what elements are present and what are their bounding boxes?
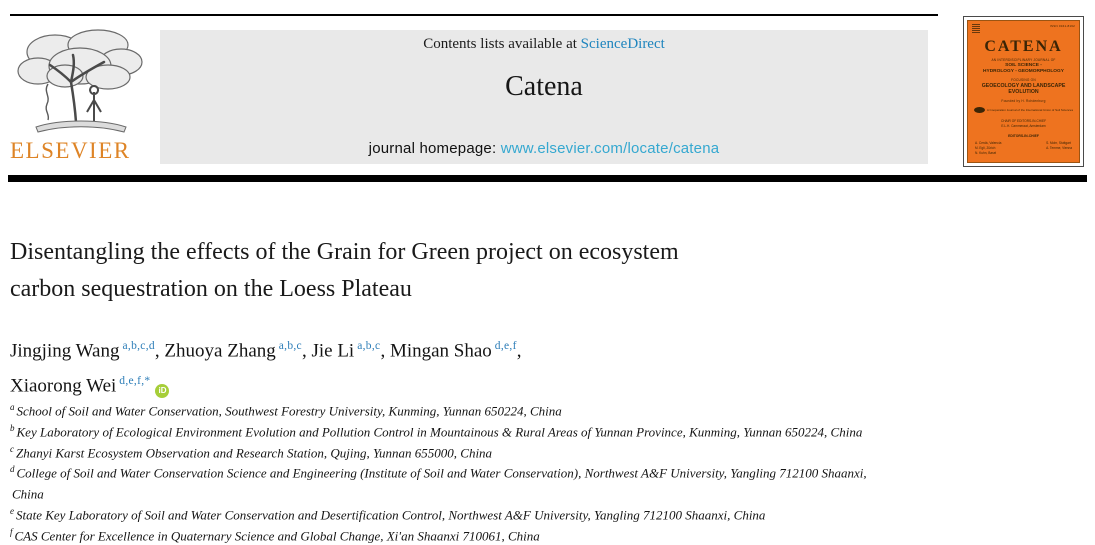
affiliation-row: b Key Laboratory of Ecological Environmen… <box>10 422 863 440</box>
cover-tagline-line2: HYDROLOGY - GEOMORPHOLOGY <box>983 69 1064 75</box>
article-title: Disentangling the effects of the Grain f… <box>10 234 679 308</box>
author-name: Xiaorong Wei <box>10 375 117 397</box>
masthead-bottom-rule <box>8 175 1087 182</box>
author-line-2: Xiaorong Wei d,e,f,* iD <box>10 366 521 401</box>
cover-editors-right: S. Mohr, Stuttgart A. Temme, Vienna <box>1046 141 1072 151</box>
affiliation-list: a School of Soil and Water Conservation, … <box>10 399 1088 545</box>
author-affiliation-sup: a,b,c <box>357 340 381 352</box>
elsevier-wordmark: ELSEVIER <box>10 138 131 163</box>
cover-tagline-line1: SOIL SCIENCE - <box>1005 63 1042 68</box>
affiliation-row: d College of Soil and Water Conservation … <box>10 464 867 481</box>
contents-line: Contents lists available at ScienceDirec… <box>160 36 928 53</box>
author-affiliation-sup: d,e,f <box>494 340 517 352</box>
affiliation-row: a School of Soil and Water Conservation, … <box>10 402 562 419</box>
author-affiliation-sup: d,e,f,* <box>119 375 151 388</box>
homepage-line: journal homepage: www.elsevier.com/locat… <box>160 140 928 157</box>
author-name: Mingan Shao <box>389 340 492 362</box>
author-affiliation-sup: a,b,c <box>278 340 302 352</box>
article-title-line1: Disentangling the effects of the Grain f… <box>10 239 679 265</box>
cover-cooperation-line: A Cooperation Journal of the Internation… <box>986 108 1074 113</box>
homepage-prefix: journal homepage: <box>368 140 501 157</box>
article-title-line2: carbon sequestration on the Loess Platea… <box>10 276 412 302</box>
cover-editors-label: EDITORS-IN-CHIEF <box>1008 134 1039 139</box>
elsevier-tree-icon <box>17 29 143 133</box>
affiliation-row: c Zhanyi Karst Ecosystem Observation and … <box>10 443 493 460</box>
cover-title: CATENA <box>984 38 1063 55</box>
cover-stamp-icon <box>972 24 980 34</box>
author-affiliation-sup: a,b,c,d <box>122 340 155 352</box>
homepage-url-link[interactable]: www.elsevier.com/locate/catena <box>500 140 720 157</box>
journal-cover-inner: ISSN 0341-8162 CATENA AN INTERDISCIPLINA… <box>967 20 1080 163</box>
cover-editors-left: A. Cerdà, Valencia M. Egli, Zürich N. Ku… <box>975 141 1002 156</box>
affiliation-row: e State Key Laboratory of Soil and Water … <box>10 506 766 523</box>
cover-chair-label: CHAIR OF EDITORS-IN-CHIEF <box>1000 119 1047 124</box>
cover-chair-name: E.L.H. Cammeraat, Amsterdam <box>1001 124 1046 129</box>
cover-society-logo-icon <box>973 107 985 114</box>
top-divider-rule <box>10 14 938 16</box>
cover-founded-line: Founded by H. Rohdenburg <box>1001 99 1046 104</box>
author-name: Zhuoya Zhang <box>164 340 276 362</box>
journal-title: Catena <box>505 71 583 102</box>
contents-prefix: Contents lists available at <box>423 36 581 52</box>
author-name: Jingjing Wang <box>10 340 120 362</box>
author-line-1: Jingjing Wang a,b,c,d, Zhuoya Zhang a,b,c,… <box>10 340 522 362</box>
journal-cover-thumbnail: ISSN 0341-8162 CATENA AN INTERDISCIPLINA… <box>963 16 1084 167</box>
affiliation-row: f CAS Center for Excellence in Quaternary… <box>10 526 540 544</box>
cover-tagline-focus: FOCUSING ON <box>1011 78 1036 83</box>
cover-tagline-small: AN INTERDISCIPLINARY JOURNAL OF <box>991 57 1056 62</box>
orcid-icon[interactable]: iD <box>155 383 170 398</box>
author-name: Jie Li <box>311 340 355 362</box>
author-list: Jingjing Wang a,b,c,d, Zhuoya Zhang a,b,c,… <box>10 331 521 402</box>
cover-tagline-line3: GEOECOLOGY AND LANDSCAPE EVOLUTION <box>981 83 1066 96</box>
masthead-box: Contents lists available at ScienceDirec… <box>160 30 928 164</box>
cover-issn: ISSN 0341-8162 <box>1050 24 1075 28</box>
affiliation-row-continuation: China <box>12 486 44 502</box>
sciencedirect-link[interactable]: ScienceDirect <box>580 36 665 52</box>
elsevier-logo: ELSEVIER <box>10 24 158 166</box>
